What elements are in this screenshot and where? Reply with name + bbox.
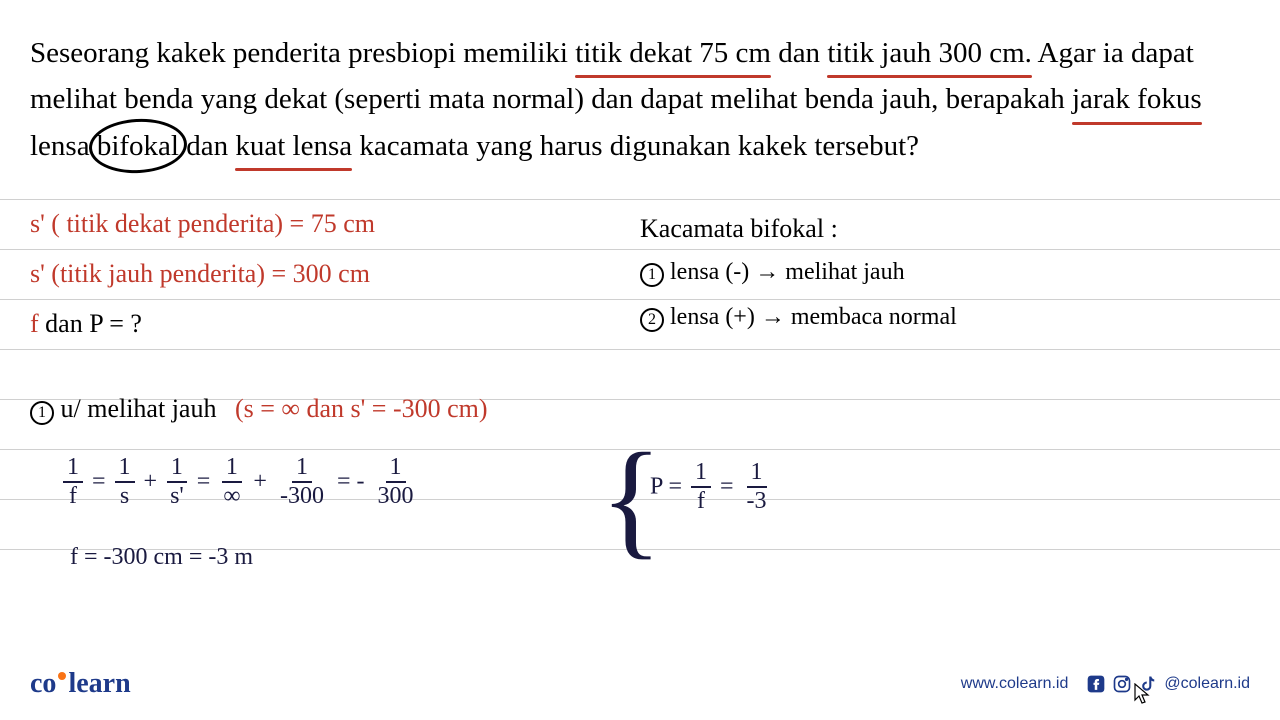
rule-line xyxy=(0,199,1280,200)
instagram-icon xyxy=(1112,674,1132,694)
calc-num: 1 xyxy=(30,401,54,425)
given-line1: s' ( titik dekat penderita) = 75 cm xyxy=(30,209,375,239)
p-label: P = xyxy=(650,474,682,500)
calc-power: P = 1f = 1-3 xyxy=(650,459,774,515)
footer-handle: @colearn.id xyxy=(1164,675,1250,693)
notes-title: Kacamata bifokal : xyxy=(640,214,838,244)
footer-right: www.colearn.id @colearn.id xyxy=(961,674,1250,694)
given-rest: dan P = ? xyxy=(39,309,142,338)
brand-dot-icon xyxy=(58,672,66,680)
q-part6: kacamata yang harus digunakan kakek ters… xyxy=(352,130,919,162)
notes-text2: lensa (+) → membaca normal xyxy=(664,304,957,330)
work-area: s' ( titik dekat penderita) = 75 cm s' (… xyxy=(0,179,1280,199)
q-part1: Seseorang kakek penderita presbiopi memi… xyxy=(30,37,575,69)
q-underlined3: jarak fokus xyxy=(1072,76,1202,122)
social-icons: @colearn.id xyxy=(1086,674,1250,694)
q-part5: dan xyxy=(179,130,235,162)
q-underlined2: titik jauh 300 cm. xyxy=(827,30,1032,76)
notes-num2: 2 xyxy=(640,308,664,332)
footer-url: www.colearn.id xyxy=(961,675,1069,693)
q-part4: lensa xyxy=(30,130,97,162)
brand-part2: learn xyxy=(68,668,130,699)
footer: colearn www.colearn.id @colearn.id xyxy=(0,668,1280,700)
rule-line xyxy=(0,249,1280,250)
notes-line1: 1 lensa (-) → melihat jauh xyxy=(640,259,905,287)
calc-equation: 1f = 1s + 1s' = 1∞ + 1-300 = - 1300 xyxy=(60,454,421,510)
given-line3: f dan P = ? xyxy=(30,309,142,339)
question-text: Seseorang kakek penderita presbiopi memi… xyxy=(0,0,1280,179)
facebook-icon xyxy=(1086,674,1106,694)
q-circled: bifokal xyxy=(97,123,179,169)
given-f: f xyxy=(30,309,39,338)
notes-text1: lensa (-) → melihat jauh xyxy=(664,259,905,285)
brand-logo: colearn xyxy=(30,668,131,700)
given-line2: s' (titik jauh penderita) = 300 cm xyxy=(30,259,370,289)
mouse-cursor-icon xyxy=(1134,683,1150,710)
notes-num1: 1 xyxy=(640,263,664,287)
brand-part1: co xyxy=(30,668,56,699)
rule-line xyxy=(0,349,1280,350)
q-underlined1: titik dekat 75 cm xyxy=(575,30,771,76)
notes-line2: 2 lensa (+) → membaca normal xyxy=(640,304,957,332)
rule-line xyxy=(0,299,1280,300)
calc-condition: (s = ∞ dan s' = -300 cm) xyxy=(235,394,488,423)
calc-result: f = -300 cm = -3 m xyxy=(70,544,253,571)
calc-heading-text: u/ melihat jauh xyxy=(54,394,216,423)
calc-heading: 1 u/ melihat jauh (s = ∞ dan s' = -300 c… xyxy=(30,394,488,425)
q-part2: dan xyxy=(771,37,827,69)
q-underlined4: kuat lensa xyxy=(235,123,352,169)
